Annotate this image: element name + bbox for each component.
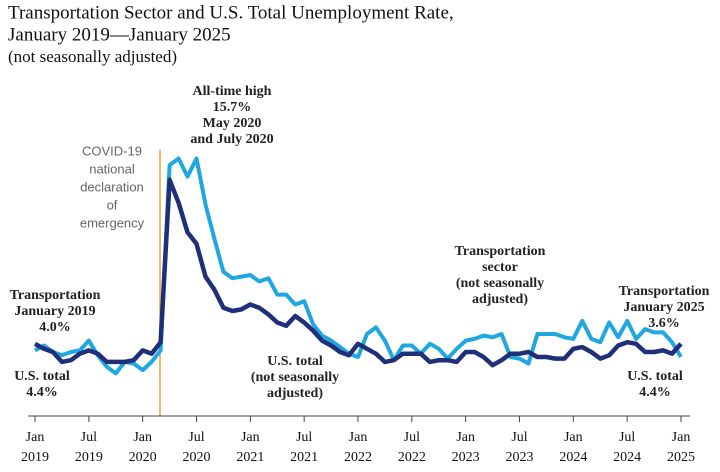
x-tick-label-line: Jan: [672, 430, 691, 445]
x-tick-label-line: Jan: [133, 430, 152, 445]
annotation: emergency: [80, 215, 145, 230]
x-tick-label: Jan 2024: [559, 430, 587, 465]
x-tick-label-line: 2023: [452, 450, 480, 465]
annotation: May 2020: [203, 116, 262, 131]
annotation: 4.4%: [639, 385, 671, 400]
annotation: Transportation: [10, 288, 101, 303]
x-tick-label-line: 2020: [129, 450, 157, 465]
annotation: U.S. total: [267, 354, 323, 369]
x-tick-label-line: Jul: [296, 430, 312, 445]
x-tick-label-line: Jul: [619, 430, 635, 445]
annotation: national: [89, 161, 135, 176]
x-tick-label-line: 2023: [506, 450, 534, 465]
annotation: COVID-19: [82, 143, 142, 158]
x-tick-label-line: 2020: [183, 450, 211, 465]
x-tick-label-line: Jul: [511, 430, 527, 445]
x-tick-label-line: Jan: [241, 430, 260, 445]
x-tick-label-line: Jan: [456, 430, 475, 445]
annotation: 3.6%: [648, 316, 680, 331]
annotation: (not seasonally: [251, 370, 339, 385]
x-tick-label-line: Jul: [188, 430, 204, 445]
series-line: [33, 177, 683, 368]
x-tick-label: Jan 2019: [21, 430, 49, 465]
x-tick-label-line: 2019: [75, 450, 103, 465]
x-tick-label-line: 2022: [344, 450, 372, 465]
annotation: (not seasonally: [456, 276, 544, 291]
x-tick-label: Jan 2023: [452, 430, 480, 465]
x-tick-label-line: Jul: [404, 430, 420, 445]
x-tick-label-line: 2021: [290, 450, 318, 465]
x-tick-label: Jan 2021: [236, 430, 264, 465]
chart-title: (not seasonally adjusted): [8, 47, 177, 66]
annotation: Transportation: [619, 284, 710, 299]
chart-title: Transportation Sector and U.S. Total Une…: [8, 2, 454, 23]
annotation: of: [107, 197, 118, 212]
series-line: [34, 156, 683, 376]
x-tick-label-line: 2019: [21, 450, 49, 465]
annotation: All-time high: [193, 84, 272, 99]
annotation: U.S. total: [627, 369, 683, 384]
x-tick-label: Jul 2021: [290, 430, 318, 465]
annotation: 4.4%: [26, 385, 58, 400]
x-tick-label: Jul 2020: [183, 430, 211, 465]
annotation: adjusted): [472, 292, 528, 307]
annotation: 4.0%: [39, 320, 71, 335]
x-tick-label: Jan 2022: [344, 430, 372, 465]
annotation: U.S. total: [14, 369, 70, 384]
x-tick-label-line: 2022: [398, 450, 426, 465]
x-tick-label-line: Jan: [564, 430, 583, 445]
annotation: January 2025: [623, 300, 704, 315]
x-tick-label-line: 2025: [667, 450, 695, 465]
x-tick-label-line: Jan: [349, 430, 368, 445]
x-tick-label-line: Jul: [81, 430, 97, 445]
x-tick-label: Jan 2020: [129, 430, 157, 465]
annotation: Transportation: [455, 244, 546, 259]
x-tick-label: Jul 2022: [398, 430, 426, 465]
annotation: January 2019: [14, 304, 95, 319]
annotation: and July 2020: [190, 132, 273, 147]
x-tick-label: Jul 2023: [506, 430, 534, 465]
annotation: adjusted): [267, 386, 323, 401]
x-tick-label-line: 2024: [613, 450, 641, 465]
annotation: sector: [482, 260, 518, 275]
annotation: 15.7%: [213, 100, 252, 115]
x-tick-label-line: 2024: [559, 450, 587, 465]
x-tick-label: Jan 2025: [667, 430, 695, 465]
x-tick-label: Jul 2024: [613, 430, 641, 465]
annotation: declaration: [80, 179, 144, 194]
chart-title: January 2019—January 2025: [8, 24, 231, 45]
x-tick-label-line: Jan: [26, 430, 45, 445]
x-tick-label: Jul 2019: [75, 430, 103, 465]
x-tick-label-line: 2021: [236, 450, 264, 465]
